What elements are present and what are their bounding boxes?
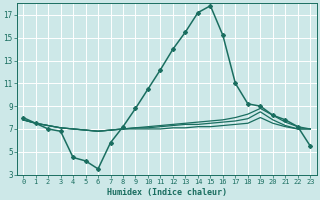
- X-axis label: Humidex (Indice chaleur): Humidex (Indice chaleur): [107, 188, 227, 197]
